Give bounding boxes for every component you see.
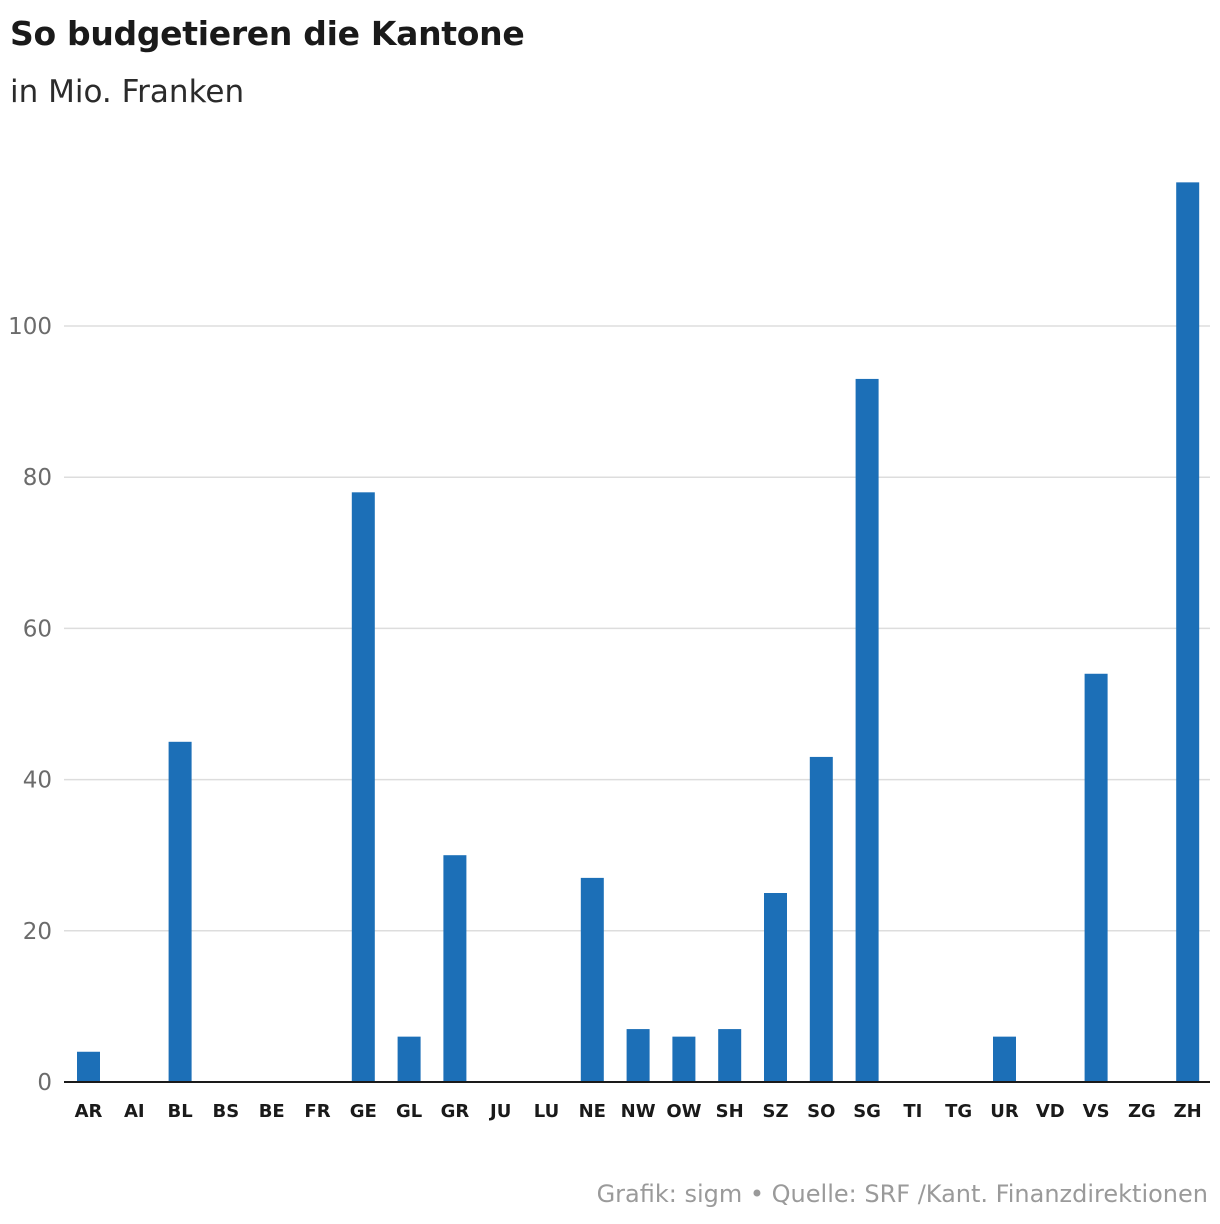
bars	[77, 182, 1200, 1083]
bar-gl	[397, 1036, 421, 1082]
x-tick-label: ZH	[1174, 1101, 1202, 1122]
chart-subtitle: in Mio. Franken	[10, 74, 245, 110]
x-tick-label: NW	[621, 1101, 656, 1122]
bar-so	[809, 756, 833, 1082]
x-tick-label: VS	[1083, 1101, 1110, 1122]
x-tick-label: TG	[945, 1101, 972, 1122]
bar-sh	[718, 1029, 742, 1082]
bar-nw	[626, 1029, 650, 1082]
x-tick-label: NE	[579, 1101, 606, 1122]
x-tick-label: SZ	[762, 1101, 788, 1122]
x-tick-label: LU	[534, 1101, 559, 1122]
x-tick-label: BS	[213, 1101, 240, 1122]
bar-bl	[168, 741, 192, 1082]
x-tick-label: BE	[259, 1101, 285, 1122]
x-tick-label: SH	[716, 1101, 744, 1122]
x-tick-label: GE	[350, 1101, 377, 1122]
bar-sg	[855, 378, 879, 1082]
bar-ur	[993, 1036, 1016, 1082]
x-tick-label: JU	[488, 1101, 511, 1122]
x-tick-label: ZG	[1128, 1101, 1156, 1122]
x-tick-label: SO	[807, 1101, 835, 1122]
y-tick-label: 80	[23, 465, 52, 491]
x-tick-label: BL	[167, 1101, 192, 1122]
chart-title: So budgetieren die Kantone	[10, 14, 525, 53]
y-tick-label: 60	[23, 616, 52, 642]
bar-ar	[77, 1051, 100, 1082]
bar-ne	[580, 877, 604, 1082]
x-tick-label: VD	[1036, 1101, 1065, 1122]
y-tick-label: 100	[8, 314, 52, 340]
bar-gr	[443, 855, 467, 1082]
bar-vs	[1084, 673, 1108, 1082]
x-tick-label: AR	[75, 1101, 103, 1122]
bar-zh	[1176, 182, 1200, 1083]
bar-ow	[672, 1036, 696, 1082]
tick-labels: 0 20 40 60 80 100 AR AI BL BS BE FR GE GL GR JU LU NE NW OW…	[8, 314, 1202, 1122]
x-tick-label: GL	[396, 1101, 422, 1122]
x-tick-label: UR	[990, 1101, 1019, 1122]
x-tick-label: SG	[853, 1101, 881, 1122]
x-tick-label: GR	[441, 1101, 470, 1122]
x-tick-label: TI	[903, 1101, 922, 1122]
x-tick-label: FR	[304, 1101, 330, 1122]
x-tick-label: OW	[666, 1101, 701, 1122]
gridlines	[64, 325, 1210, 932]
y-tick-label: 0	[37, 1070, 52, 1096]
bar-sz	[764, 893, 787, 1082]
bar-ge	[351, 492, 375, 1082]
source-credit: Grafik: sigm • Quelle: SRF /Kant. Finanz…	[596, 1180, 1208, 1208]
x-tick-label: AI	[124, 1101, 145, 1122]
y-tick-label: 40	[23, 768, 52, 794]
y-tick-label: 20	[23, 919, 52, 945]
